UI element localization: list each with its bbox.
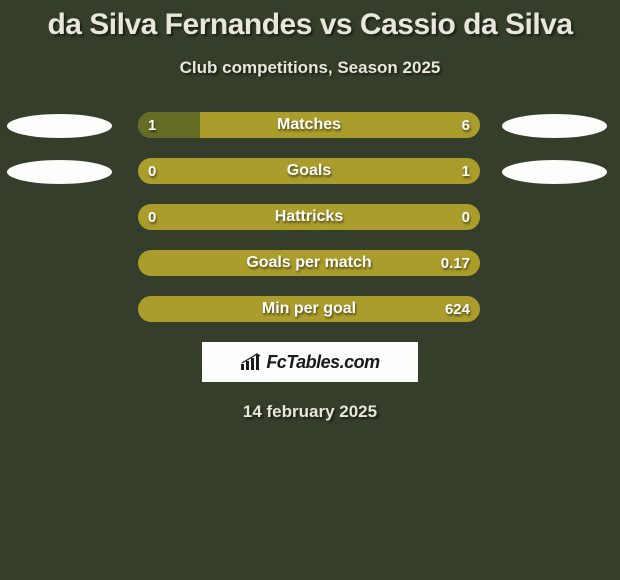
stat-bar: 0 0Hattricks <box>138 204 480 230</box>
date-line: 14 february 2025 <box>0 402 620 422</box>
stat-bar: 16Matches <box>138 112 480 138</box>
team-right-ellipse <box>502 114 607 138</box>
team-right-ellipse <box>502 160 607 184</box>
stat-bar: 0.17Goals per match <box>138 250 480 276</box>
stat-value-right: 624 <box>445 296 470 322</box>
stat-bar: 624Min per goal <box>138 296 480 322</box>
stat-value-right: 6 <box>462 112 470 138</box>
stat-label: Hattricks <box>138 204 480 230</box>
branding-box: FcTables.com <box>202 342 418 382</box>
stat-value-left: 1 <box>148 112 156 138</box>
page-subtitle: Club competitions, Season 2025 <box>0 58 620 78</box>
stat-value-right: 0.17 <box>441 250 470 276</box>
stat-row: 16Matches <box>0 112 620 138</box>
team-left-ellipse <box>7 160 112 184</box>
stat-row: 0 0Hattricks <box>0 204 620 230</box>
stat-value-left: 0 <box>148 158 156 184</box>
stat-row: 624Min per goal <box>0 296 620 322</box>
stat-value-right: 0 <box>462 204 470 230</box>
stat-row: 0.17Goals per match <box>0 250 620 276</box>
stat-value-right: 1 <box>462 158 470 184</box>
page-title: da Silva Fernandes vs Cassio da Silva <box>0 0 620 42</box>
stat-row: 0 1Goals <box>0 158 620 184</box>
stat-label: Goals <box>138 158 480 184</box>
stat-rows-container: 16Matches01Goals00Hattricks0.17Goals per… <box>0 112 620 322</box>
stat-value-left: 0 <box>148 204 156 230</box>
stat-bar: 0 1Goals <box>138 158 480 184</box>
branding-text: FcTables.com <box>266 352 379 373</box>
stat-label: Min per goal <box>138 296 480 322</box>
chart-icon <box>240 353 262 371</box>
stat-label: Goals per match <box>138 250 480 276</box>
team-left-ellipse <box>7 114 112 138</box>
